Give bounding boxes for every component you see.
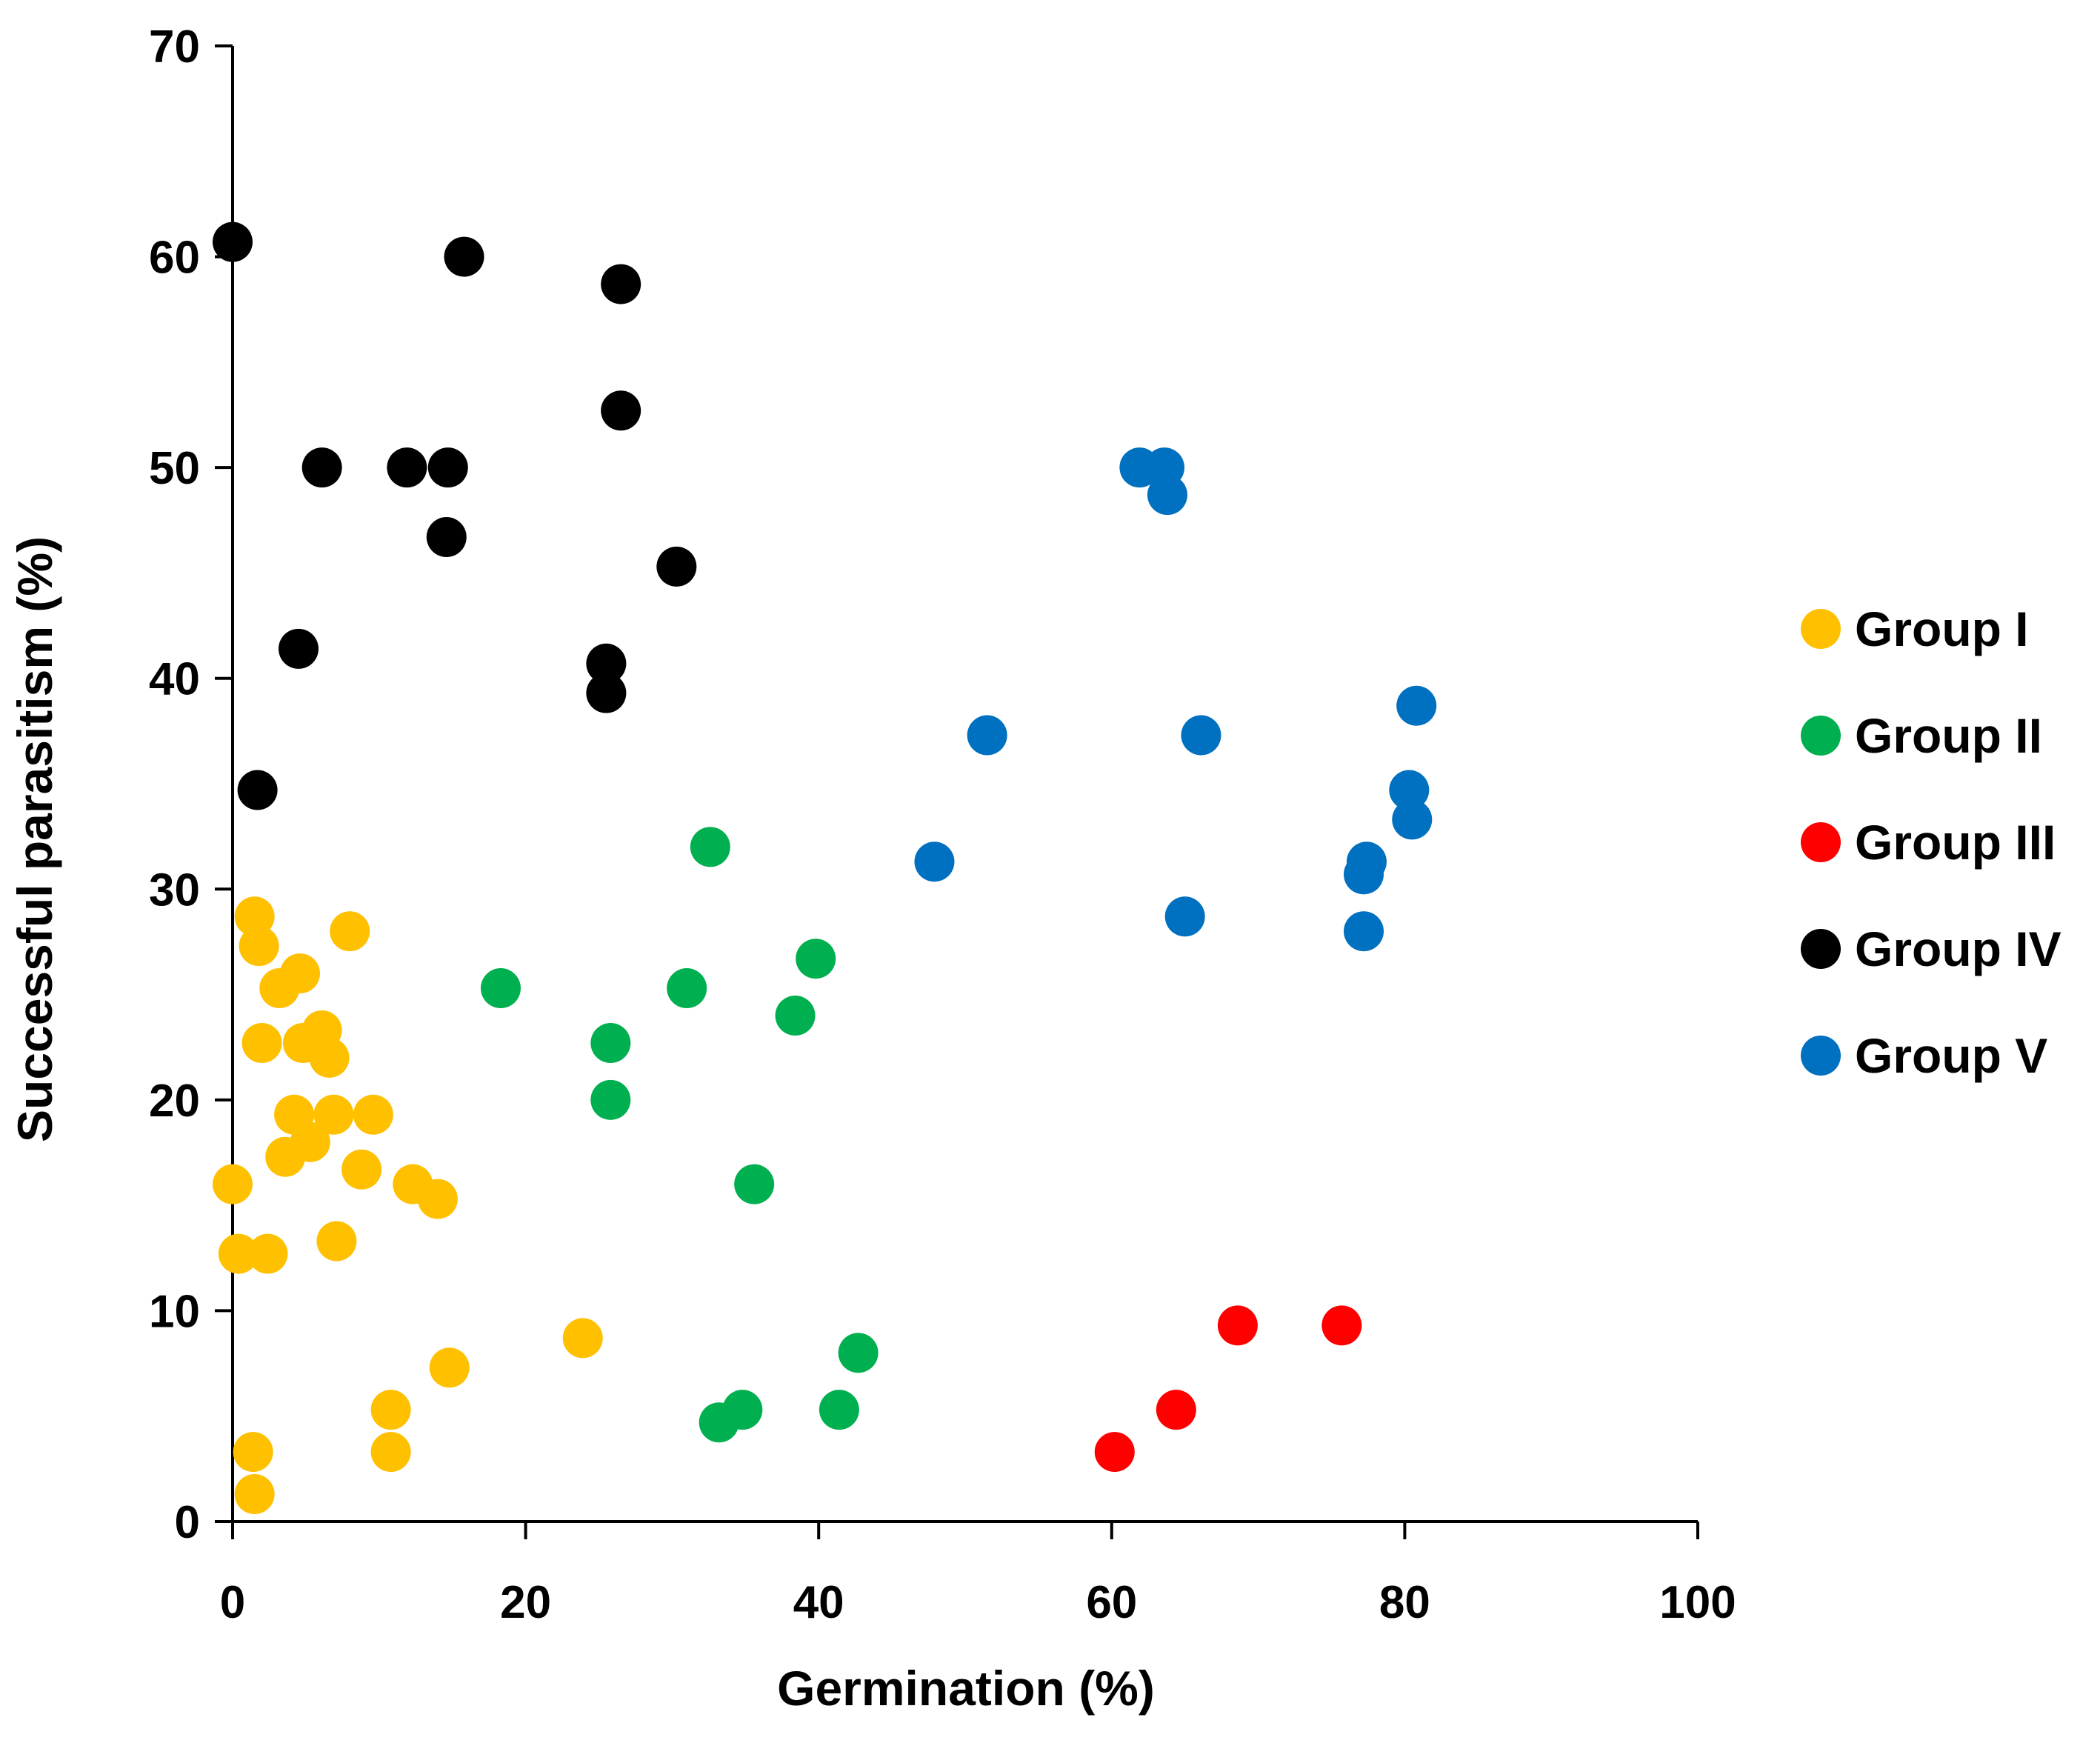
group-ii-point xyxy=(838,1333,879,1373)
group-i-point xyxy=(218,1233,259,1274)
group-ii-point xyxy=(667,968,707,1009)
group-i-point xyxy=(417,1179,458,1219)
group-v-point xyxy=(1147,475,1187,516)
group-iv-point xyxy=(656,546,697,587)
x-tick-label: 80 xyxy=(1379,1577,1430,1628)
x-tick-label: 20 xyxy=(500,1577,551,1628)
legend-marker-group-v xyxy=(1801,1036,1841,1076)
y-tick-label: 50 xyxy=(149,443,200,494)
x-axis-title: Germination (%) xyxy=(777,1661,1155,1716)
group-i-point xyxy=(309,1037,350,1078)
group-i-point xyxy=(370,1390,411,1430)
legend-marker-group-iv xyxy=(1801,929,1841,969)
group-i-point xyxy=(247,1233,288,1274)
group-ii-point xyxy=(734,1164,775,1204)
group-i-point xyxy=(353,1094,393,1135)
group-v-point xyxy=(1389,770,1430,810)
group-iv-point xyxy=(586,643,627,684)
group-iv-point xyxy=(586,673,627,713)
group-v-point xyxy=(1181,715,1221,756)
group-v-point xyxy=(1392,799,1433,840)
group-iv-point xyxy=(387,447,427,488)
group-v-point xyxy=(914,841,955,882)
x-ticks: 0 20 40 60 80 100 xyxy=(220,1522,1736,1628)
legend-label-group-iii: Group III xyxy=(1855,815,2056,870)
group-iv-point xyxy=(601,264,641,304)
group-i-point xyxy=(313,1094,354,1135)
points-layer xyxy=(213,221,1437,1515)
y-tick-label: 70 xyxy=(149,21,200,73)
y-tick-label: 20 xyxy=(149,1076,200,1127)
y-axis-title: Successful parasitism (%) xyxy=(7,536,62,1142)
group-i-point xyxy=(429,1347,470,1388)
group-ii-point xyxy=(480,968,521,1009)
x-tick-label: 60 xyxy=(1086,1577,1137,1628)
legend-marker-group-ii xyxy=(1801,716,1841,756)
group-ii-point xyxy=(796,939,836,979)
legend-marker-group-i xyxy=(1801,609,1841,649)
group-iii-point xyxy=(1094,1432,1135,1473)
group-i-point xyxy=(316,1221,357,1262)
group-iv-point xyxy=(601,390,641,431)
group-ii-point xyxy=(775,996,816,1036)
group-i-point xyxy=(370,1432,411,1473)
group-i-point xyxy=(234,896,275,937)
legend-label-group-v: Group V xyxy=(1855,1028,2047,1083)
group-iii-point xyxy=(1156,1390,1196,1430)
group-iv-point xyxy=(213,221,253,262)
legend-label-group-iv: Group IV xyxy=(1855,922,2061,976)
group-ii-point xyxy=(590,1079,631,1120)
group-ii-point xyxy=(819,1390,859,1430)
plot-area: 0 10 20 30 40 50 60 70 0 20 40 60 80 100 xyxy=(149,21,1736,1628)
group-i-point xyxy=(241,1023,282,1064)
group-i-point xyxy=(341,1149,382,1190)
group-i-point xyxy=(239,926,279,967)
group-iv-point xyxy=(301,447,342,488)
group-i-point xyxy=(562,1318,603,1359)
legend-label-group-i: Group I xyxy=(1855,601,2029,656)
legend-marker-group-iii xyxy=(1801,822,1841,862)
group-i-point xyxy=(213,1164,253,1204)
group-v-point xyxy=(1344,911,1384,952)
group-v-point xyxy=(1164,896,1205,937)
group-iv-point xyxy=(444,236,484,277)
y-tick-label: 10 xyxy=(149,1286,200,1337)
group-i-point xyxy=(330,911,370,952)
y-ticks: 0 10 20 30 40 50 60 70 xyxy=(149,21,233,1548)
y-tick-label: 60 xyxy=(149,233,200,284)
group-ii-point xyxy=(690,827,730,867)
group-iii-point xyxy=(1321,1305,1362,1346)
y-tick-label: 40 xyxy=(149,654,200,705)
group-iv-point xyxy=(426,517,467,558)
legend: Group I Group II Group III Group IV Group V xyxy=(1801,601,2061,1083)
group-i-point xyxy=(233,1432,273,1473)
group-ii-point xyxy=(699,1402,739,1443)
legend-label-group-ii: Group II xyxy=(1855,708,2042,763)
group-iv-point xyxy=(279,628,319,669)
group-v-point xyxy=(967,715,1007,756)
y-tick-label: 0 xyxy=(175,1497,200,1548)
group-iv-point xyxy=(427,447,468,488)
y-tick-label: 30 xyxy=(149,864,200,916)
x-tick-label: 0 xyxy=(220,1577,245,1628)
group-ii-point xyxy=(590,1023,631,1064)
group-i-point xyxy=(279,953,320,994)
group-v-point xyxy=(1344,854,1384,895)
x-tick-label: 40 xyxy=(793,1577,844,1628)
group-iv-point xyxy=(237,770,278,810)
group-iii-point xyxy=(1217,1305,1258,1346)
group-v-point xyxy=(1396,685,1437,726)
group-i-point xyxy=(265,1136,306,1177)
group-i-point xyxy=(234,1474,275,1515)
x-tick-label: 100 xyxy=(1659,1577,1736,1628)
